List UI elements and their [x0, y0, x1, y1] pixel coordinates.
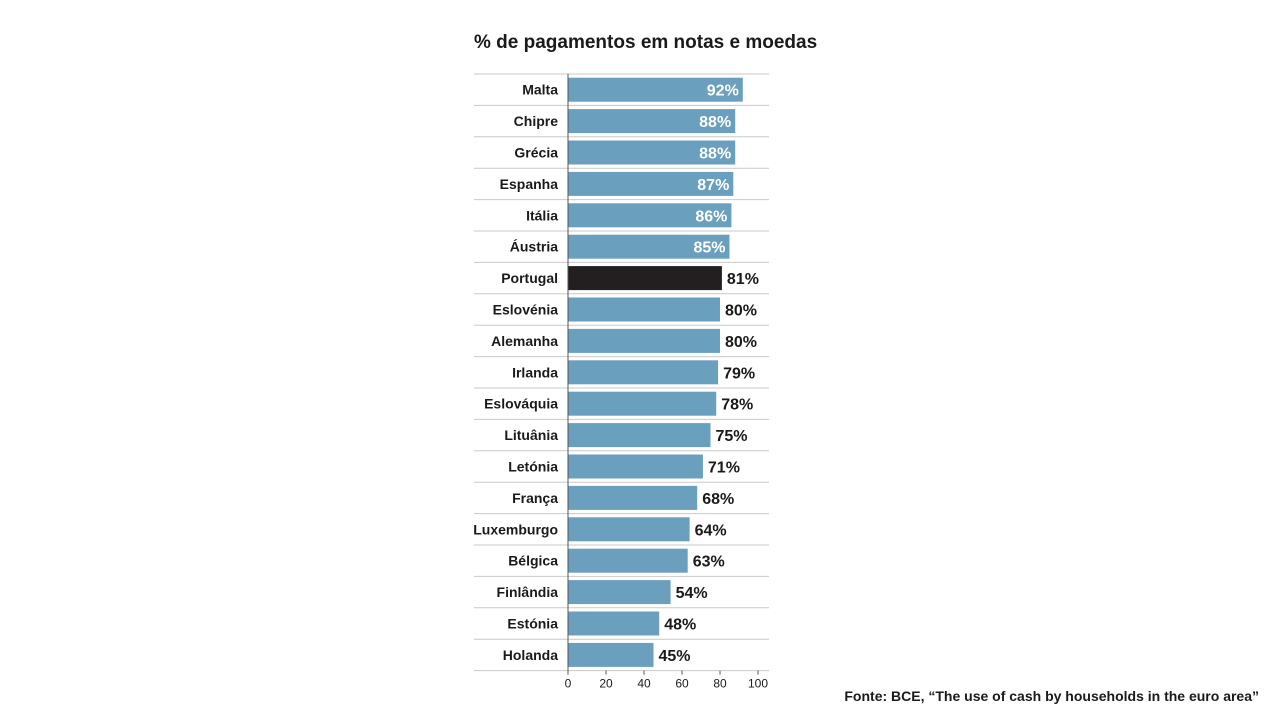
bar-row: França 68% — [474, 485, 769, 515]
data-label: 54% — [676, 585, 708, 602]
category-label: Lituânia — [504, 427, 558, 443]
data-label: 80% — [725, 303, 757, 320]
bar-row: Estónia 48% — [474, 611, 769, 640]
category-label: Alemanha — [491, 333, 558, 349]
category-label: Malta — [522, 82, 558, 98]
bar — [568, 328, 720, 353]
category-label: Estónia — [507, 616, 558, 632]
bar — [568, 77, 743, 102]
category-label: Letónia — [508, 459, 558, 475]
bar-row: Luxemburgo 64% — [473, 517, 769, 546]
x-axis: 0 20 40 60 80 100 — [565, 74, 768, 691]
x-tick-label: 0 — [565, 677, 572, 691]
bar-row: Eslovénia 80% — [474, 297, 769, 326]
data-label: 87% — [697, 177, 729, 194]
bar — [568, 360, 719, 385]
x-tick-label: 20 — [599, 677, 613, 691]
bar — [568, 580, 671, 605]
bar-row: Holanda 45% — [474, 642, 769, 672]
data-label: 79% — [723, 365, 755, 382]
x-tick-label: 60 — [675, 677, 689, 691]
bar-highlight — [568, 266, 722, 291]
data-label: 48% — [664, 617, 696, 634]
x-tick-label: 100 — [748, 677, 768, 691]
data-label: 81% — [727, 271, 759, 288]
bar — [568, 234, 730, 259]
chart-title: % de pagamentos em notas e moedas — [474, 32, 817, 53]
source-note: Fonte: BCE, “The use of cash by househol… — [844, 688, 1259, 704]
x-tick-label: 80 — [713, 677, 727, 691]
bar-row: Grécia 88% — [474, 140, 769, 169]
bar — [568, 548, 688, 573]
bar-row: Malta 92% — [474, 77, 769, 106]
bar — [568, 109, 736, 134]
bar-row: Bélgica 63% — [474, 548, 769, 577]
data-label: 75% — [716, 428, 748, 445]
bar — [568, 454, 703, 479]
data-label: 92% — [707, 83, 739, 100]
bar-row: Portugal 81% — [474, 266, 769, 295]
bar-row: Irlanda 79% — [474, 360, 769, 389]
data-label: 63% — [693, 554, 725, 571]
bar-row: Lituânia 75% — [474, 423, 769, 452]
x-tick-label: 40 — [637, 677, 651, 691]
category-label: Eslovénia — [493, 302, 559, 318]
bar — [568, 485, 698, 510]
data-label: 68% — [702, 491, 734, 508]
category-label: Portugal — [501, 270, 558, 286]
category-label: Áustria — [510, 239, 558, 255]
bar — [568, 297, 720, 322]
bar-row: Alemanha 80% — [474, 328, 769, 358]
bar — [568, 140, 736, 165]
bar — [568, 171, 734, 196]
category-label: Bélgica — [508, 553, 558, 569]
chart-rows: Malta 92% Chipre 88% Grécia 88% Espanha 87% Itál… — [473, 73, 769, 672]
category-label: Chipre — [514, 113, 559, 129]
data-label: 85% — [693, 240, 725, 257]
category-label: Holanda — [503, 647, 558, 663]
data-label: 88% — [699, 146, 731, 163]
category-label: Eslováquia — [484, 396, 558, 412]
bar — [568, 423, 711, 448]
category-label: Finlândia — [497, 584, 559, 600]
data-label: 45% — [659, 648, 691, 665]
bar-row: Eslováquia 78% — [474, 391, 769, 420]
data-label: 88% — [699, 114, 731, 131]
bar — [568, 391, 717, 416]
category-label: Luxemburgo — [473, 521, 558, 537]
bar-row: Espanha 87% — [474, 171, 769, 201]
bar-row: Finlândia 54% — [474, 580, 769, 609]
category-label: Espanha — [500, 176, 559, 192]
bar — [568, 203, 732, 228]
bar — [568, 611, 660, 636]
data-label: 80% — [725, 334, 757, 351]
category-label: Grécia — [514, 145, 558, 161]
bar-row: Itália 86% — [474, 203, 769, 232]
data-label: 78% — [721, 397, 753, 414]
category-label: Irlanda — [512, 364, 558, 380]
data-label: 64% — [695, 522, 727, 539]
bar-row: Chipre 88% — [474, 109, 769, 138]
data-label: 71% — [708, 460, 740, 477]
bar — [568, 642, 654, 667]
bar — [568, 517, 690, 542]
data-label: 86% — [695, 208, 727, 225]
bar-row: Letónia 71% — [474, 454, 769, 483]
category-label: Itália — [526, 207, 558, 223]
bar-row: Áustria 85% — [474, 234, 769, 263]
category-label: França — [512, 490, 558, 506]
